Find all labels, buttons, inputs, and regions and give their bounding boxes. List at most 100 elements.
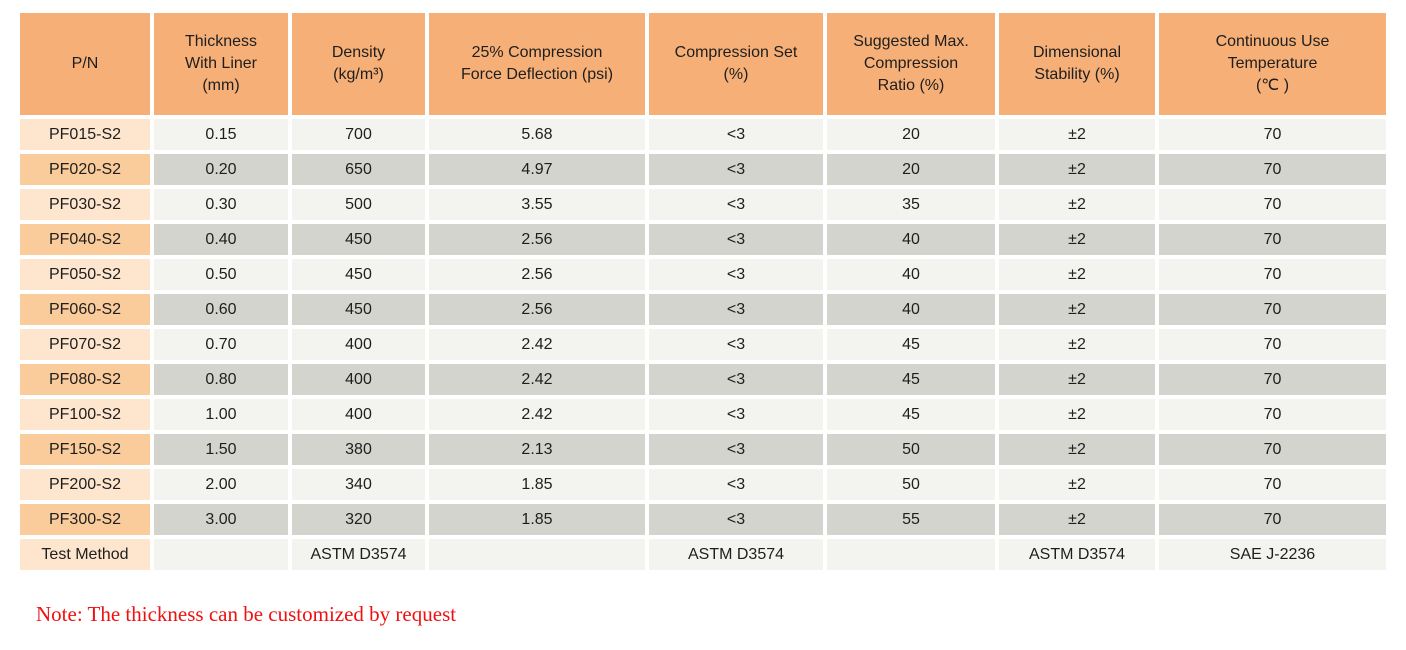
value-cell: 500 [292, 189, 425, 220]
pn-cell: PF020-S2 [20, 154, 150, 185]
value-cell: ±2 [999, 224, 1155, 255]
value-cell: 40 [827, 224, 995, 255]
column-header-density: Density (kg/m³) [292, 13, 425, 115]
value-cell: 2.13 [429, 434, 645, 465]
value-cell: 1.85 [429, 504, 645, 535]
value-cell: 340 [292, 469, 425, 500]
value-cell: ASTM D3574 [649, 539, 823, 570]
value-cell: 400 [292, 364, 425, 395]
value-cell: ±2 [999, 154, 1155, 185]
column-header-max-compression-ratio: Suggested Max. Compression Ratio (%) [827, 13, 995, 115]
value-cell: 70 [1159, 364, 1386, 395]
value-cell: SAE J-2236 [1159, 539, 1386, 570]
pn-cell: PF150-S2 [20, 434, 150, 465]
value-cell: 1.50 [154, 434, 288, 465]
value-cell: 380 [292, 434, 425, 465]
value-cell: ±2 [999, 329, 1155, 360]
value-cell: 1.00 [154, 399, 288, 430]
table-row: PF060-S2 0.60 450 2.56 <3 40 ±2 70 [20, 294, 1386, 325]
value-cell: <3 [649, 294, 823, 325]
value-cell: ±2 [999, 469, 1155, 500]
table-row: PF150-S2 1.50 380 2.13 <3 50 ±2 70 [20, 434, 1386, 465]
value-cell: 2.42 [429, 399, 645, 430]
value-cell: 2.56 [429, 259, 645, 290]
value-cell: 3.55 [429, 189, 645, 220]
value-cell: <3 [649, 504, 823, 535]
table-row: Test Method ASTM D3574 ASTM D3574 ASTM D357… [20, 539, 1386, 570]
spec-table-container: P/N Thickness With Liner (mm) Density (kg/… [16, 9, 1390, 574]
column-header-continuous-use-temperature: Continuous Use Temperature (℃ ) [1159, 13, 1386, 115]
column-header-dimensional-stability: Dimensional Stability (%) [999, 13, 1155, 115]
value-cell: 2.42 [429, 364, 645, 395]
value-cell: 20 [827, 154, 995, 185]
value-cell: ±2 [999, 294, 1155, 325]
value-cell: 2.56 [429, 294, 645, 325]
value-cell: 50 [827, 469, 995, 500]
value-cell: 40 [827, 259, 995, 290]
value-cell: <3 [649, 434, 823, 465]
pn-cell: Test Method [20, 539, 150, 570]
value-cell: ±2 [999, 434, 1155, 465]
value-cell: 320 [292, 504, 425, 535]
value-cell: 70 [1159, 119, 1386, 150]
value-cell: 0.30 [154, 189, 288, 220]
table-row: PF040-S2 0.40 450 2.56 <3 40 ±2 70 [20, 224, 1386, 255]
value-cell: <3 [649, 329, 823, 360]
value-cell: <3 [649, 154, 823, 185]
column-header-pn: P/N [20, 13, 150, 115]
table-row: PF020-S2 0.20 650 4.97 <3 20 ±2 70 [20, 154, 1386, 185]
pn-cell: PF015-S2 [20, 119, 150, 150]
value-cell: 2.56 [429, 224, 645, 255]
value-cell: 0.70 [154, 329, 288, 360]
value-cell: ±2 [999, 399, 1155, 430]
value-cell: 70 [1159, 294, 1386, 325]
value-cell: 40 [827, 294, 995, 325]
pn-cell: PF100-S2 [20, 399, 150, 430]
value-cell: ±2 [999, 189, 1155, 220]
value-cell: 50 [827, 434, 995, 465]
column-header-thickness: Thickness With Liner (mm) [154, 13, 288, 115]
value-cell: 0.40 [154, 224, 288, 255]
value-cell: 5.68 [429, 119, 645, 150]
value-cell: 45 [827, 329, 995, 360]
value-cell: 2.00 [154, 469, 288, 500]
value-cell: 70 [1159, 329, 1386, 360]
value-cell [154, 539, 288, 570]
value-cell: 70 [1159, 224, 1386, 255]
value-cell: 45 [827, 364, 995, 395]
value-cell [429, 539, 645, 570]
value-cell: <3 [649, 399, 823, 430]
value-cell: ASTM D3574 [292, 539, 425, 570]
value-cell: 400 [292, 329, 425, 360]
value-cell: 20 [827, 119, 995, 150]
value-cell: 700 [292, 119, 425, 150]
value-cell: 450 [292, 224, 425, 255]
value-cell: 2.42 [429, 329, 645, 360]
value-cell: 70 [1159, 189, 1386, 220]
pn-cell: PF070-S2 [20, 329, 150, 360]
table-row: PF015-S2 0.15 700 5.68 <3 20 ±2 70 [20, 119, 1386, 150]
pn-cell: PF080-S2 [20, 364, 150, 395]
value-cell: 70 [1159, 259, 1386, 290]
value-cell: 0.50 [154, 259, 288, 290]
pn-cell: PF050-S2 [20, 259, 150, 290]
value-cell: 4.97 [429, 154, 645, 185]
value-cell: 70 [1159, 399, 1386, 430]
value-cell: 650 [292, 154, 425, 185]
value-cell: 70 [1159, 469, 1386, 500]
value-cell: 45 [827, 399, 995, 430]
table-row: PF050-S2 0.50 450 2.56 <3 40 ±2 70 [20, 259, 1386, 290]
value-cell: 0.20 [154, 154, 288, 185]
value-cell: 0.15 [154, 119, 288, 150]
pn-cell: PF060-S2 [20, 294, 150, 325]
value-cell [827, 539, 995, 570]
value-cell: 55 [827, 504, 995, 535]
product-spec-table: P/N Thickness With Liner (mm) Density (kg/… [16, 9, 1390, 574]
pn-cell: PF200-S2 [20, 469, 150, 500]
note-text: Note: The thickness can be customized by… [36, 602, 457, 626]
table-row: PF300-S2 3.00 320 1.85 <3 55 ±2 70 [20, 504, 1386, 535]
header-row: P/N Thickness With Liner (mm) Density (kg/… [20, 13, 1386, 115]
value-cell: ±2 [999, 119, 1155, 150]
value-cell: ASTM D3574 [999, 539, 1155, 570]
